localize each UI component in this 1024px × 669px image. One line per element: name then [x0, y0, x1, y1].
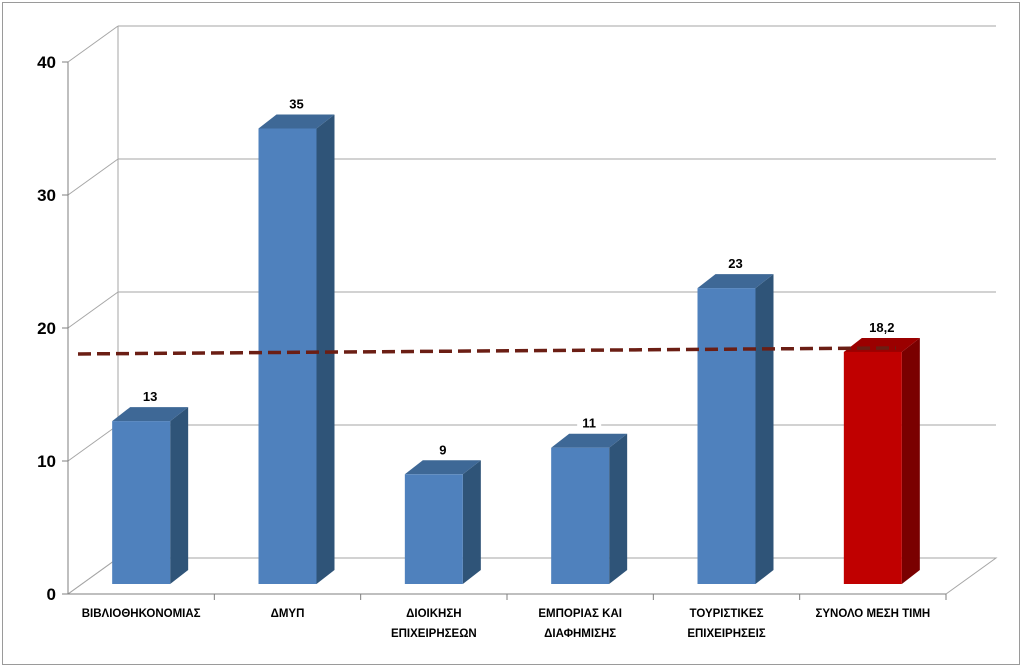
bar-group: [112, 407, 189, 584]
data-label-bg: [434, 440, 451, 459]
y-tick-label: 40: [37, 53, 56, 72]
bar-group: [258, 114, 335, 584]
bar-group: [697, 274, 774, 584]
y-tick-label: 30: [37, 186, 56, 205]
gridline-side: [67, 424, 119, 462]
category-label: ΔΜΥΠ: [271, 608, 305, 620]
data-label-bg: [284, 94, 309, 113]
category-label: ΔΙΟΙΚΗΣΗ: [406, 608, 461, 620]
gridline-side: [67, 291, 119, 329]
axis-layer: 0 10 20 30 40: [37, 26, 947, 604]
bar-side: [170, 407, 189, 584]
gridline-side: [67, 158, 119, 196]
y-tick-label: 20: [37, 319, 56, 338]
labels-layer: 13 ΒΙΒΛΙΟΘΗΚΟΝΟΜΙΑΣ 35 ΔΜΥΠ 9 ΔΙΟΙΚΗΣΗ ΕΠΙΧΕΙΡ…: [82, 94, 930, 640]
bar-group: [404, 460, 481, 584]
bar: [697, 288, 756, 584]
bar-side: [609, 433, 628, 584]
data-label: 35: [289, 97, 303, 112]
bar-top: [697, 274, 774, 289]
y-tick-label: 10: [37, 452, 56, 471]
category-label: ΕΠΙΧΕΙΡΗΣΕΙΣ: [687, 628, 765, 640]
category-label: ΕΠΙΧΕΙΡΗΣΕΩΝ: [391, 628, 477, 640]
bar: [551, 447, 610, 584]
average-line: [77, 346, 897, 356]
bar-group: [551, 433, 628, 584]
bar: [843, 351, 902, 584]
category-label: ΕΜΠΟΡΙΑΣ ΚΑΙ: [538, 608, 622, 620]
y-tick-label: 0: [47, 585, 56, 604]
data-label-bg: [577, 413, 602, 432]
bar-top: [258, 114, 335, 129]
data-label-bg: [138, 387, 163, 406]
data-label-bg: [861, 317, 902, 336]
bar: [258, 128, 317, 584]
bar-side: [755, 274, 774, 584]
bar-top: [404, 460, 481, 475]
bar-group: [843, 337, 920, 584]
category-label: ΣΥΝΟΛΟ ΜΕΣΗ ΤΙΜΗ: [815, 608, 930, 620]
data-label: 18,2: [869, 320, 894, 335]
bar-side: [316, 114, 335, 584]
bar-side: [901, 337, 920, 584]
data-label: 9: [439, 442, 446, 457]
data-label: 11: [582, 416, 596, 431]
bar-side: [462, 460, 481, 584]
bar-top: [112, 407, 189, 422]
gridline-side: [67, 557, 119, 595]
bars-layer: [112, 114, 920, 584]
bar: [404, 474, 463, 584]
data-label: 13: [143, 389, 157, 404]
bar-top: [551, 433, 628, 448]
bar: [112, 421, 171, 584]
data-label-bg: [723, 254, 748, 273]
data-label: 23: [728, 256, 742, 271]
category-label: ΔΙΑΦΗΜΙΣΗΣ: [544, 628, 616, 640]
average-line-layer: [77, 346, 897, 356]
category-label: ΒΙΒΛΙΟΘΗΚΟΝΟΜΙΑΣ: [82, 608, 201, 620]
gridline-side: [67, 25, 119, 63]
category-label: ΤΟΥΡΙΣΤΙΚΕΣ: [690, 608, 764, 620]
